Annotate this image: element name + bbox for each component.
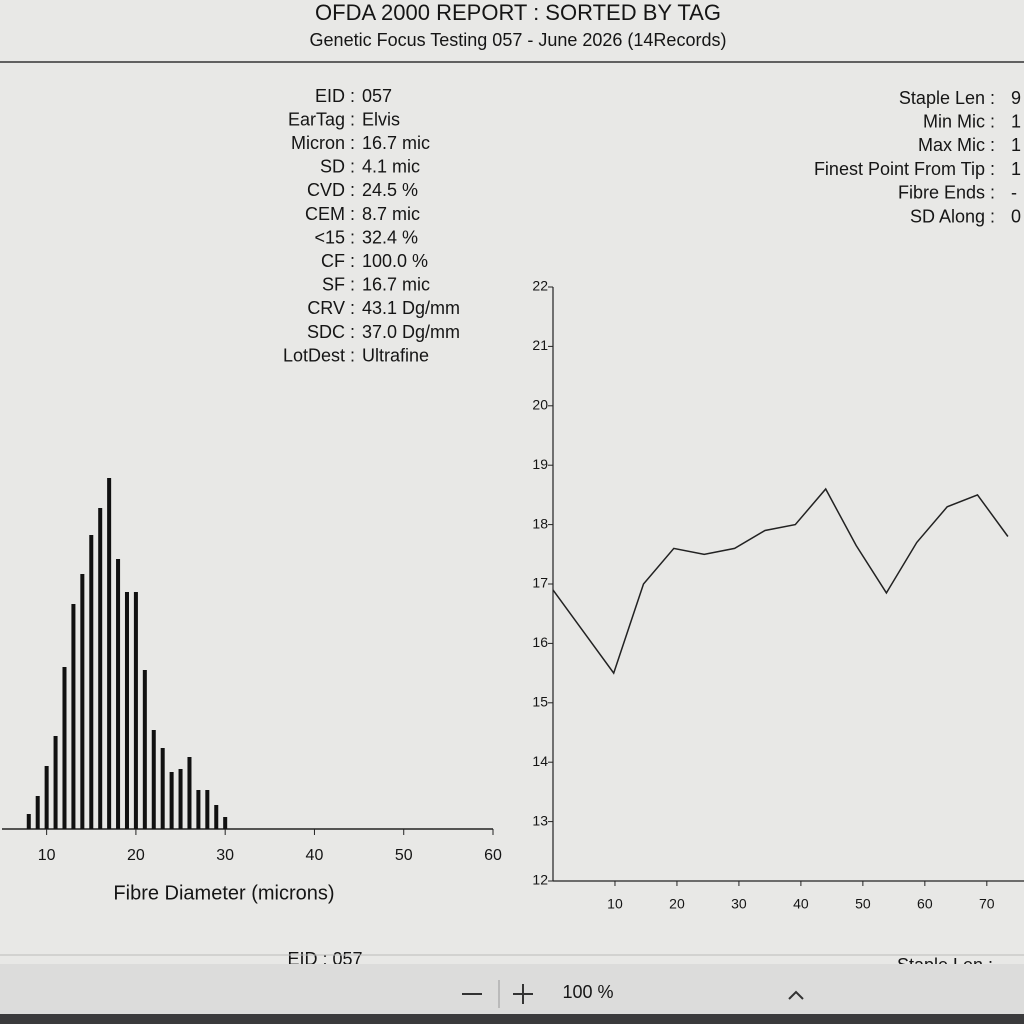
- x-tick-label: 10: [38, 847, 56, 864]
- histogram-bar: [133, 592, 138, 829]
- toolbar: [0, 964, 1024, 1014]
- field-label: Min Mic :: [923, 111, 995, 131]
- field-value: 4.1 mic: [362, 157, 420, 177]
- histogram-bar: [124, 592, 129, 829]
- field-label: EarTag :: [288, 109, 355, 129]
- charts: 10 20 30 40 50 60 Fibre Diameter (microns) 12 13…: [2, 278, 1024, 912]
- field-value: 1: [1011, 135, 1021, 155]
- fields: EID : 057 EarTag : Elvis Micron : 16.7 mic SD …: [283, 86, 1021, 366]
- field-label: CEM :: [305, 204, 355, 224]
- y-tick-label: 13: [532, 812, 548, 828]
- taskbar-edge: [0, 1014, 1024, 1024]
- field-label: Micron :: [291, 133, 355, 153]
- histogram-bar: [71, 604, 76, 829]
- histogram-bar: [196, 790, 201, 829]
- field-label: Staple Len :: [899, 88, 995, 108]
- field-value: -: [1011, 183, 1017, 203]
- y-tick-label: 22: [532, 278, 548, 294]
- y-tick-label: 15: [532, 694, 548, 710]
- histogram-bar: [80, 574, 85, 829]
- y-tick-label: 18: [532, 515, 548, 531]
- field-value: 32.4 %: [362, 227, 418, 247]
- field-label: CVD :: [307, 180, 355, 200]
- histogram-bar: [160, 748, 165, 829]
- field-label: SD :: [320, 157, 355, 177]
- histogram-bar: [98, 508, 103, 829]
- y-tick-label: 16: [532, 634, 548, 650]
- field-label: CRV :: [307, 298, 355, 318]
- y-tick-label: 21: [532, 337, 548, 353]
- y-tick-label: 12: [532, 872, 548, 888]
- field-value: 16.7 mic: [362, 275, 430, 295]
- histogram-bar: [116, 559, 121, 829]
- histogram-bar: [26, 814, 31, 829]
- field-label: <15 :: [314, 227, 355, 247]
- field-label: LotDest :: [283, 345, 355, 365]
- x-tick-label: 30: [731, 896, 747, 912]
- y-tick-label: 19: [532, 456, 548, 472]
- field-label: SDC :: [307, 322, 355, 342]
- report-title: OFDA 2000 REPORT : SORTED BY TAG: [315, 0, 721, 25]
- x-tick-label: 70: [979, 896, 995, 912]
- histogram-bar: [53, 736, 58, 829]
- x-tick-label: 60: [484, 847, 502, 864]
- field-value: 37.0 Dg/mm: [362, 322, 460, 342]
- zoom-level: 100 %: [562, 982, 613, 1002]
- diameter-profile-line: [552, 487, 1009, 675]
- x-tick-label: 50: [395, 847, 413, 864]
- histogram-bar: [178, 769, 183, 829]
- field-label: CF :: [321, 251, 355, 271]
- field-label: Fibre Ends :: [898, 183, 995, 203]
- field-label: Max Mic :: [918, 135, 995, 155]
- field-value: 8.7 mic: [362, 204, 420, 224]
- x-tick-label: 30: [216, 847, 234, 864]
- field-value: 1: [1011, 159, 1021, 179]
- field-label: SD Along :: [910, 206, 995, 226]
- histogram-bar: [223, 817, 228, 829]
- histogram-bar: [107, 478, 112, 829]
- collapse-toolbar[interactable]: [788, 990, 804, 1000]
- x-tick-label: 40: [306, 847, 324, 864]
- field-label: EID :: [315, 86, 355, 106]
- field-value: 1: [1011, 111, 1021, 131]
- field-label: Finest Point From Tip :: [814, 159, 995, 179]
- y-tick-label: 17: [532, 575, 548, 591]
- histogram-bar: [89, 535, 94, 829]
- field-value: Elvis: [362, 109, 400, 129]
- y-tick-label: 20: [532, 397, 548, 413]
- x-tick-label: 20: [127, 847, 145, 864]
- histogram-bar: [205, 790, 210, 829]
- field-value: 057: [362, 86, 392, 106]
- report-subtitle: Genetic Focus Testing 057 - June 2026 (1…: [310, 30, 727, 50]
- histogram-bar: [169, 772, 174, 829]
- x-tick-label: 10: [607, 896, 623, 912]
- histogram-bar: [151, 730, 156, 829]
- x-axis-label: Fibre Diameter (microns): [113, 882, 334, 904]
- x-tick-label: 20: [669, 896, 685, 912]
- y-tick-label: 14: [532, 753, 548, 769]
- histogram-bar: [214, 805, 219, 829]
- zoom-in-button[interactable]: [513, 984, 533, 1004]
- histogram-bar: [44, 766, 49, 829]
- x-tick-label: 50: [855, 896, 871, 912]
- x-tick-label: 60: [917, 896, 933, 912]
- field-value: 16.7 mic: [362, 133, 430, 153]
- field-label: SF :: [322, 275, 355, 295]
- x-tick-label: 40: [793, 896, 809, 912]
- next-eid: EID : 057: [287, 949, 362, 969]
- histogram-bar: [35, 796, 40, 829]
- field-value: 9: [1011, 88, 1021, 108]
- field-value: 0: [1011, 206, 1021, 226]
- histogram-bar: [142, 670, 147, 829]
- histogram-bar: [62, 667, 67, 829]
- field-value: 24.5 %: [362, 180, 418, 200]
- histogram-bar: [187, 757, 192, 829]
- field-value: Ultrafine: [362, 345, 429, 365]
- field-value: 100.0 %: [362, 251, 428, 271]
- field-value: 43.1 Dg/mm: [362, 298, 460, 318]
